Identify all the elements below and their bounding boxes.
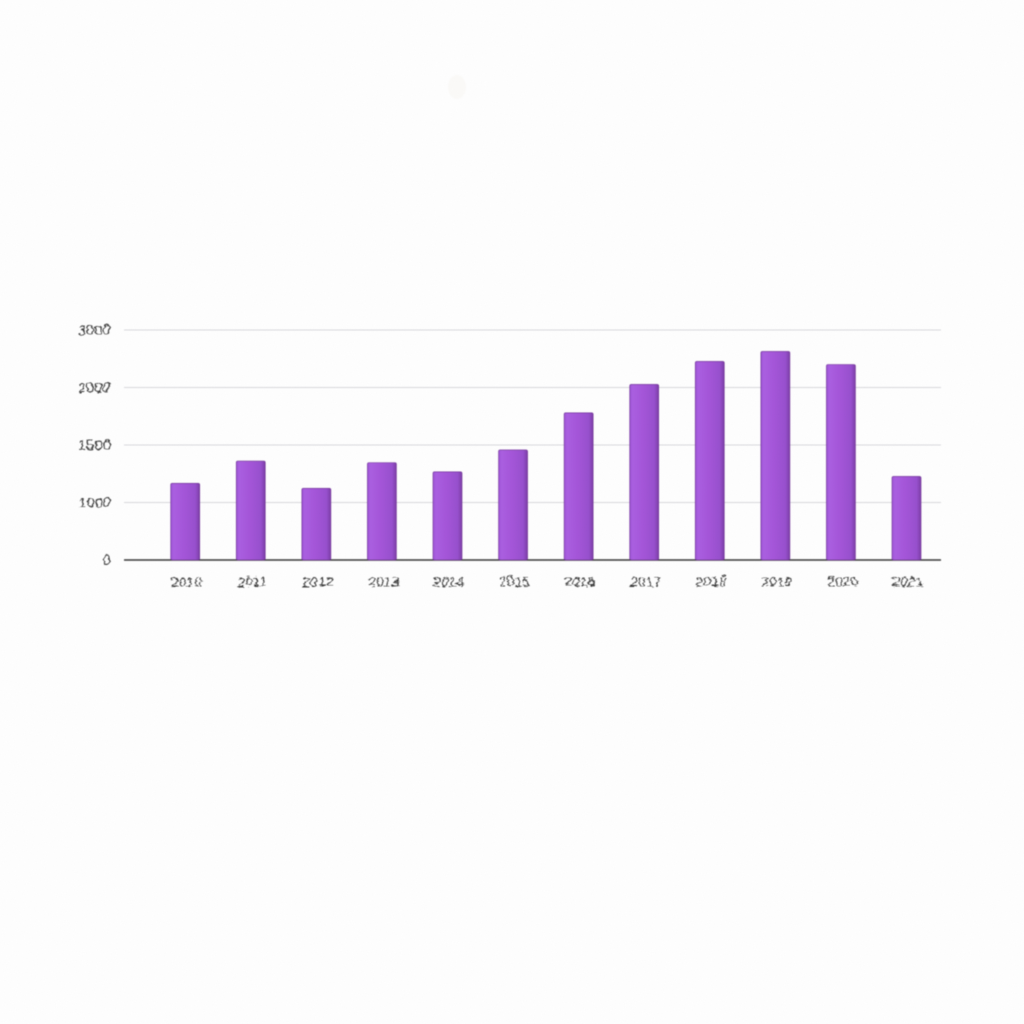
svg-text:2011: 2011 — [236, 572, 266, 588]
svg-text:2010: 2010 — [170, 572, 201, 588]
svg-text:2014: 2014 — [432, 572, 463, 588]
svg-text:2017: 2017 — [629, 572, 660, 588]
svg-text:1000: 1000 — [77, 494, 110, 511]
svg-text:2020: 2020 — [825, 572, 856, 588]
svg-text:2013: 2013 — [366, 572, 397, 588]
svg-text:2018: 2018 — [694, 572, 725, 588]
svg-text:3000: 3000 — [77, 321, 110, 338]
svg-text:2016: 2016 — [563, 572, 594, 588]
svg-text:1500: 1500 — [77, 436, 110, 453]
svg-text:2012: 2012 — [301, 572, 332, 588]
svg-text:2019: 2019 — [760, 572, 791, 588]
svg-text:2015: 2015 — [497, 572, 528, 588]
svg-text:2000: 2000 — [77, 379, 110, 396]
svg-text:2021: 2021 — [891, 572, 922, 588]
svg-text:0: 0 — [102, 551, 110, 568]
